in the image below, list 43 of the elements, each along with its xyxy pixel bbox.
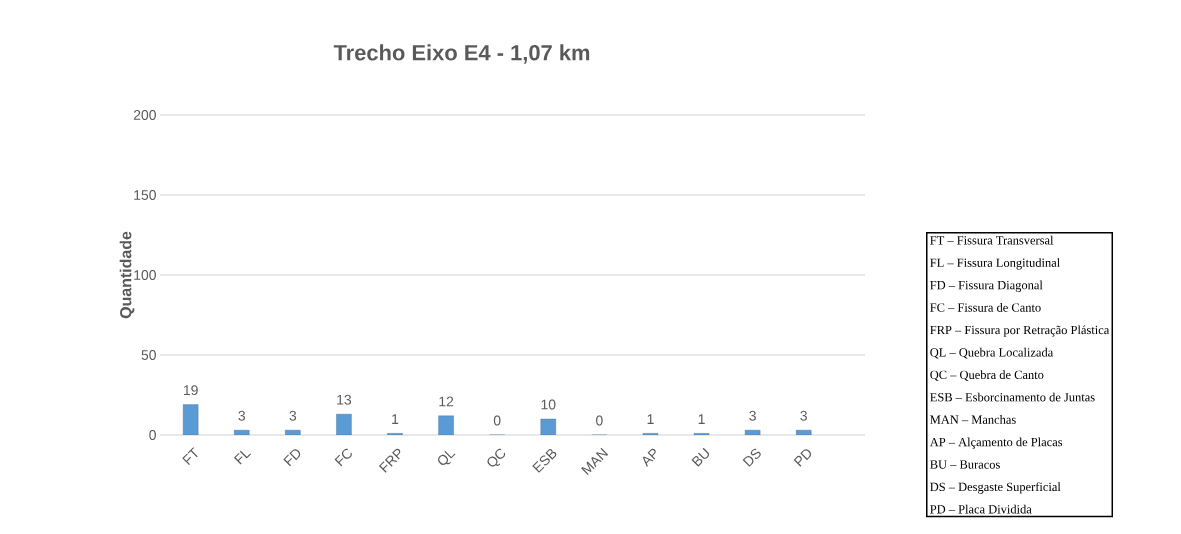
y-tick-label: 150 [134, 190, 156, 200]
y-tick-label: 200 [133, 110, 156, 120]
y-axis-title: Quantidade [119, 231, 135, 319]
x-tick-label: AP [642, 448, 656, 467]
x-tick-label: FT [182, 447, 198, 466]
x-tick-label: BU [691, 447, 710, 467]
x-tick-label: FD [283, 449, 301, 467]
text: QC – Quebra de Canto [930, 370, 1044, 381]
data-label: 3 [800, 410, 807, 421]
y-tick-label: 50 [141, 350, 156, 360]
text: FC – Fissura de Canto [930, 303, 1041, 312]
y-tick-label: 0 [149, 430, 156, 440]
text: DS – Desgaste Superficial [930, 482, 1061, 494]
data-label: 3 [238, 410, 245, 421]
x-tick-label: DS [742, 448, 761, 467]
data-label: 12 [439, 396, 454, 407]
data-label: 10 [541, 399, 556, 410]
data-label: 19 [183, 385, 198, 396]
text: PD – Placa Dividida [930, 504, 1032, 514]
text: BU – Buracos [930, 460, 1000, 469]
x-tick-label: FL [233, 450, 252, 465]
data-label: 0 [596, 415, 603, 426]
data-label: 0 [493, 415, 501, 426]
data-label: 3 [289, 410, 297, 421]
text: ESB – Esborcinamento de Juntas [930, 392, 1095, 402]
chart-title: Trecho Eixo E4 - 1,07 km [333, 44, 590, 64]
x-tick-label: FC [334, 448, 352, 467]
x-tick-label: QC [487, 448, 506, 467]
x-tick-label: PD [793, 449, 812, 467]
data-label: 1 [698, 414, 705, 424]
y-tick-label: 100 [134, 270, 156, 280]
data-label: 13 [337, 394, 352, 405]
text: FRP – Fissura por Retração Plástica [930, 325, 1110, 337]
text: AP – Alçamento de Placas [929, 437, 1063, 449]
text: FD – Fissura Diagonal [930, 280, 1043, 292]
data-label: 1 [392, 414, 399, 424]
text: FT – Fissura Transversal [930, 235, 1054, 245]
x-tick-label: QL [438, 450, 456, 465]
text: QL – Quebra Localizada [930, 347, 1054, 359]
data-label: 3 [749, 410, 756, 421]
text: MAN – Manchas [930, 415, 1016, 424]
text: FL – Fissura Longitudinal [930, 258, 1060, 270]
data-label: 1 [647, 414, 654, 424]
